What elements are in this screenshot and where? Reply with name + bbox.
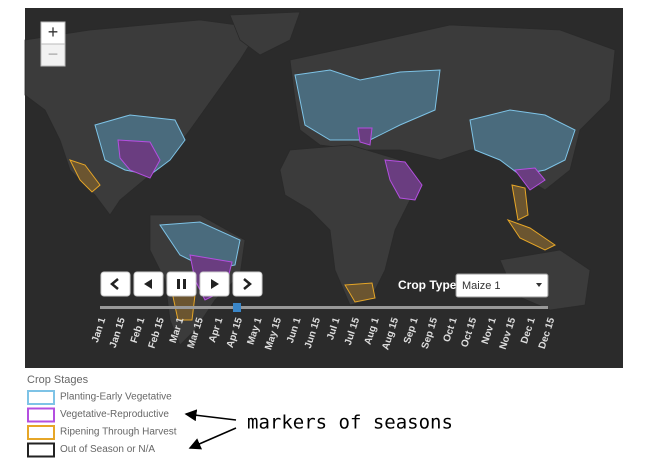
legend-swatch [27,442,55,458]
timeline-handle[interactable] [233,303,241,312]
legend-swatch [27,425,55,440]
legend-label: Ripening Through Harvest [60,427,177,438]
zoom-out-button[interactable]: − [40,43,66,67]
crop-type-select[interactable]: Maize 1 [455,273,549,298]
legend-swatch [27,407,55,423]
legend-label: Vegetative-Reproductive [60,409,169,420]
zoom-in-button[interactable]: + [40,21,66,45]
zoom-out-label: − [48,44,59,64]
annotation: markers of seasons [247,412,453,434]
pause-button[interactable] [166,271,197,297]
annotation-arrow [184,409,237,422]
prev-button[interactable] [133,271,164,297]
zoom-in-label: + [48,22,59,42]
crop-type-value: Maize 1 [462,280,501,292]
map[interactable] [24,8,623,368]
timeline-track[interactable] [100,306,548,309]
legend-swatch [27,390,55,405]
legend-label: Planting-Early Vegetative [60,392,172,403]
legend-label: Out of Season or N/A [60,444,155,455]
next-button[interactable] [199,271,230,297]
first-button[interactable] [100,271,131,297]
annotation-arrow [188,427,237,450]
last-button[interactable] [232,271,263,297]
crop-type-label: Crop Type: [398,278,460,292]
legend-title: Crop Stages [27,374,89,386]
